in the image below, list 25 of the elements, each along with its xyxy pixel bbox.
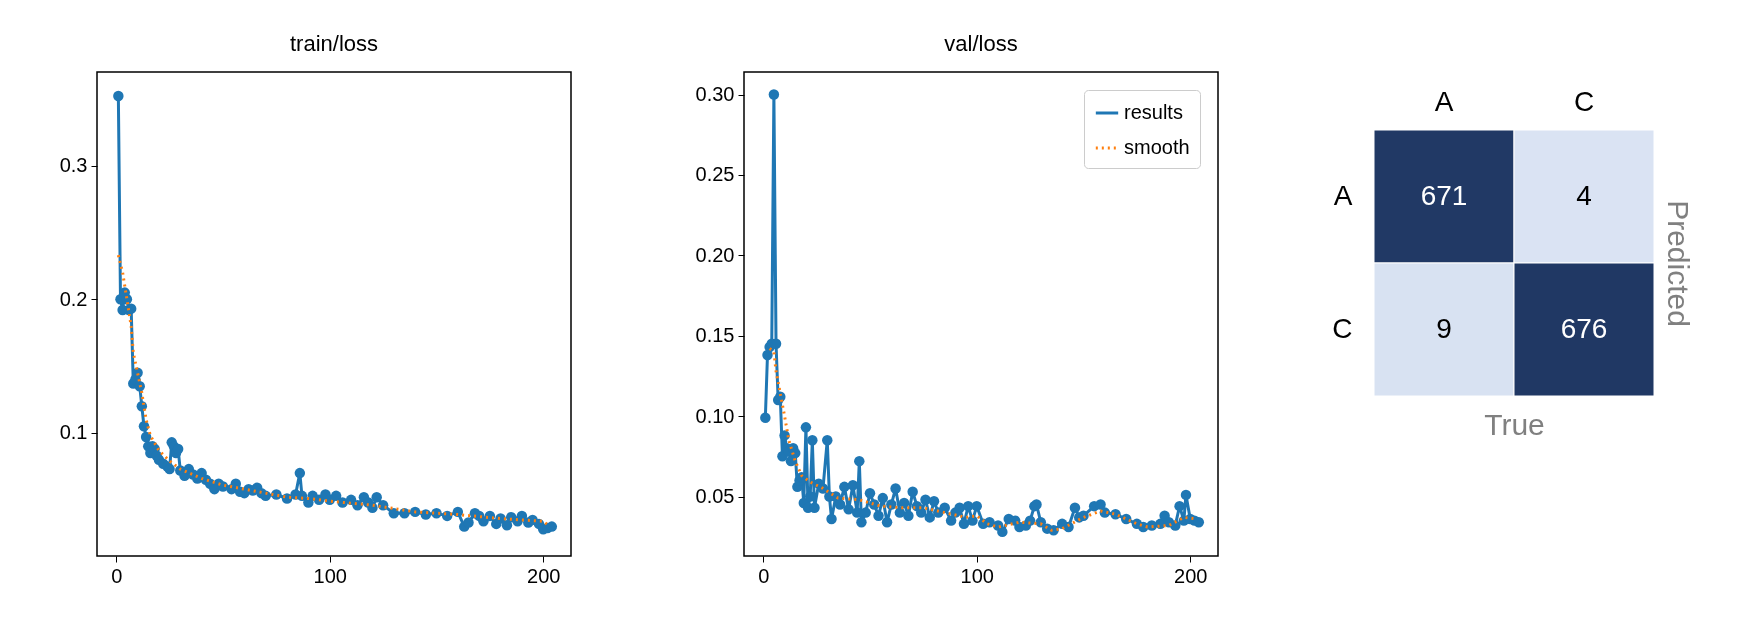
x-tick-label: 200 <box>527 564 561 587</box>
x-tick-label: 200 <box>1174 564 1208 587</box>
chart-title: train/loss <box>289 31 379 56</box>
x-axis-title: True <box>1484 407 1545 441</box>
y-tick-label: 0.10 <box>695 404 735 427</box>
y-tick-label: 0.15 <box>695 324 735 347</box>
y-axis-title: Predicted <box>1661 200 1695 327</box>
data-label: 671 <box>1420 179 1468 211</box>
y-tick-label: 0.25 <box>695 163 735 186</box>
data-label: 676 <box>1560 312 1608 344</box>
y-tick-label: 0.1 <box>59 421 88 444</box>
legend-label: smooth <box>1124 136 1190 158</box>
y-tick-label: 0.2 <box>59 287 88 310</box>
chart-title: val/loss <box>944 31 1018 56</box>
y-tick-label: 0.05 <box>695 485 735 507</box>
data-label: 9 <box>1436 312 1452 344</box>
x-tick-label: 0 <box>758 564 770 587</box>
legend-label: results <box>1124 101 1183 123</box>
y-tick-label: 0.3 <box>59 154 88 177</box>
y-tick-label: 0.20 <box>695 243 735 266</box>
data-label: 4 <box>1576 179 1592 211</box>
x-tick-label: 100 <box>313 564 347 587</box>
x-tick-label: 100 <box>960 564 994 587</box>
y-tick-label: 0.30 <box>695 83 735 106</box>
x-tick-label: 0 <box>111 564 123 587</box>
